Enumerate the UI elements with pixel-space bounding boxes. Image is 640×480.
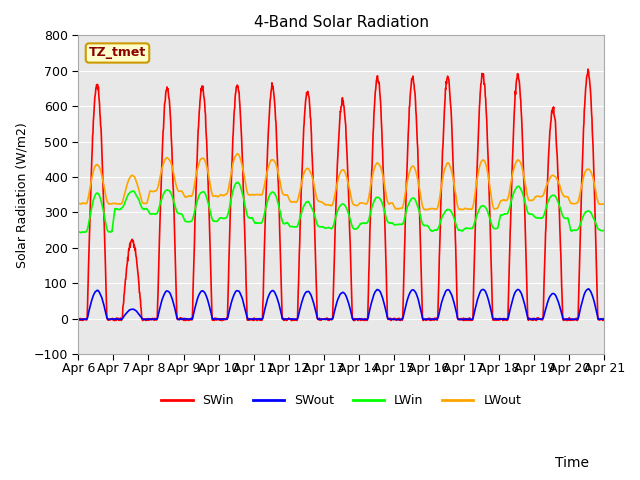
SWin [600, 316, 608, 322]
LWout [424, 207, 431, 213]
Text: TZ_tmet: TZ_tmet [89, 47, 146, 60]
SWout [423, 316, 431, 322]
SWin [251, 316, 259, 322]
LWin [74, 229, 82, 235]
Line: SWout: SWout [78, 289, 604, 320]
LWout [251, 192, 259, 198]
SWin [111, 318, 118, 324]
LWin [77, 230, 84, 236]
Line: LWin: LWin [78, 182, 604, 233]
LWin [424, 223, 431, 228]
Legend: SWin, SWout, LWin, LWout: SWin, SWout, LWin, LWout [156, 389, 526, 412]
Text: Time: Time [555, 456, 589, 470]
LWin [538, 215, 546, 221]
LWin [251, 220, 259, 226]
LWin [600, 228, 608, 233]
Title: 4-Band Solar Radiation: 4-Band Solar Radiation [254, 15, 429, 30]
SWout [191, 304, 199, 310]
LWin [492, 226, 500, 231]
Line: SWin: SWin [78, 69, 604, 321]
SWout [538, 316, 546, 322]
SWin [74, 316, 82, 322]
SWin [192, 201, 200, 207]
Y-axis label: Solar Radiation (W/m2): Solar Radiation (W/m2) [15, 122, 28, 268]
SWin [538, 316, 546, 322]
LWout [74, 200, 82, 206]
SWout [492, 316, 499, 322]
SWin [179, 317, 187, 323]
SWin [423, 317, 431, 323]
SWout [74, 316, 82, 322]
SWout [600, 316, 608, 322]
SWout [250, 316, 258, 322]
SWin [584, 66, 592, 72]
SWout [393, 317, 401, 323]
SWout [584, 286, 592, 292]
LWin [234, 180, 241, 185]
LWout [234, 151, 241, 156]
Line: LWout: LWout [78, 154, 604, 210]
LWout [600, 201, 608, 207]
LWout [179, 189, 186, 195]
SWin [492, 315, 499, 321]
LWout [538, 193, 546, 199]
LWin [179, 213, 187, 219]
LWout [191, 177, 199, 182]
LWout [422, 207, 429, 213]
LWin [192, 204, 200, 210]
LWout [492, 206, 500, 212]
SWout [179, 316, 186, 322]
